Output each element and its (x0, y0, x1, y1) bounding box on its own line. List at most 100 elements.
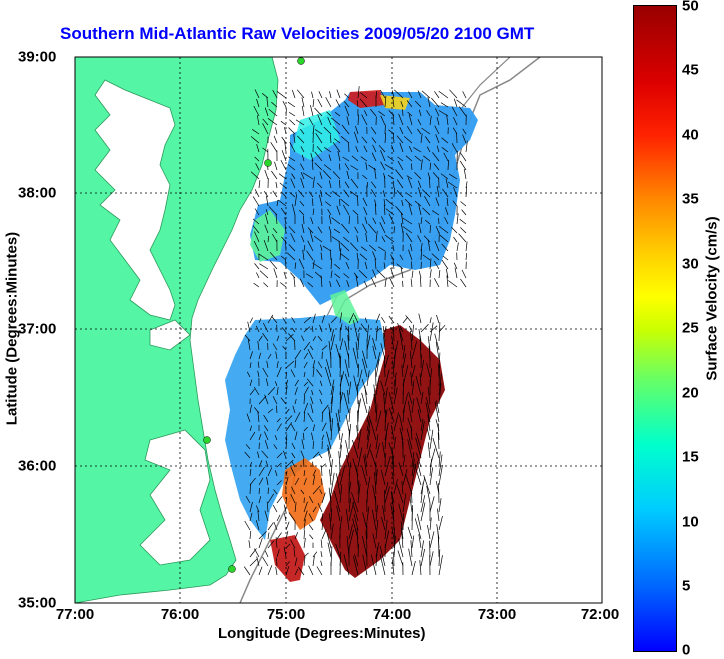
velocity-arrow (423, 155, 431, 162)
colorbar-tick: 0 (682, 641, 691, 659)
velocity-arrow (353, 314, 359, 324)
velocity-arrow (459, 160, 467, 171)
velocity-arrow (283, 546, 287, 558)
velocity-arrow (366, 443, 372, 459)
velocity-arrow (408, 114, 413, 126)
velocity-arrow (357, 410, 359, 432)
velocity-arrow (368, 223, 377, 234)
velocity-arrow (273, 489, 278, 495)
velocity-arrow (391, 455, 395, 477)
velocity-arrow (456, 213, 459, 225)
velocity-arrow (438, 90, 449, 99)
velocity-arrow (429, 467, 434, 486)
velocity-arrow (451, 226, 458, 234)
velocity-arrow (280, 120, 287, 126)
velocity-arrow (330, 385, 335, 405)
velocity-arrow (402, 217, 413, 225)
velocity-arrow (300, 146, 305, 153)
velocity-arrow (414, 100, 422, 108)
velocity-arrow (343, 101, 350, 108)
velocity-arrow (438, 454, 443, 477)
velocity-arrow (420, 249, 422, 261)
velocity-arrow (265, 460, 269, 468)
velocity-arrow (371, 152, 377, 162)
velocity-arrow (392, 258, 395, 270)
velocity-arrow (303, 510, 308, 522)
velocity-arrow (340, 136, 350, 144)
velocity-arrow (267, 532, 270, 540)
velocity-arrow (338, 163, 341, 171)
velocity-arrow (408, 145, 413, 153)
velocity-arrow (375, 375, 380, 396)
velocity-arrow (330, 334, 335, 351)
velocity-arrow (337, 409, 341, 423)
velocity-arrow (256, 98, 260, 108)
velocity-arrow (350, 165, 359, 171)
velocity-arrow (289, 119, 296, 126)
velocity-arrow (343, 392, 350, 414)
velocity-arrow (420, 159, 423, 171)
velocity-arrow (411, 452, 415, 468)
velocity-arrow (287, 101, 296, 108)
velocity-arrow (429, 258, 432, 270)
velocity-arrow (258, 496, 262, 504)
velocity-arrow (432, 172, 440, 180)
velocity-arrow (410, 540, 413, 558)
velocity-arrow (438, 464, 443, 486)
velocity-arrow (289, 141, 296, 153)
velocity-arrow (438, 352, 441, 369)
velocity-arrow (382, 190, 386, 198)
velocity-arrow (408, 91, 413, 99)
velocity-arrow (257, 370, 260, 378)
velocity-arrow (425, 397, 431, 414)
velocity-arrow (321, 492, 326, 504)
velocity-arrow (276, 452, 283, 459)
velocity-arrow (445, 268, 449, 279)
velocity-arrow (407, 126, 413, 135)
velocity-arrow (299, 200, 305, 207)
velocity-arrow (462, 134, 467, 144)
velocity-arrow (431, 253, 440, 261)
velocity-arrow (303, 371, 306, 378)
velocity-arrow (459, 152, 467, 162)
velocity-arrow (434, 401, 440, 423)
velocity-arrow (375, 504, 379, 522)
velocity-arrow (254, 189, 260, 198)
velocity-arrow (353, 514, 359, 531)
velocity-arrow (370, 277, 377, 288)
velocity-arrow (453, 116, 458, 126)
velocity-field-north-cyan (292, 110, 340, 160)
velocity-arrow (284, 224, 287, 234)
velocity-arrow (351, 155, 359, 162)
velocity-arrow (357, 326, 361, 333)
velocity-arrow (345, 508, 350, 531)
velocity-arrow (344, 163, 350, 171)
velocity-arrow (337, 150, 341, 162)
velocity-arrow (298, 189, 305, 198)
velocity-arrow (359, 253, 368, 261)
velocity-arrow (329, 91, 332, 99)
velocity-arrow (438, 538, 440, 558)
velocity-arrow (257, 411, 260, 423)
velocity-arrow (308, 191, 314, 198)
velocity-arrow (339, 433, 343, 450)
velocity-arrow (300, 177, 305, 189)
velocity-arrow (269, 260, 278, 270)
velocity-arrow (372, 269, 377, 279)
velocity-arrow (405, 315, 413, 324)
velocity-arrow (393, 527, 395, 549)
velocity-arrow (330, 329, 334, 342)
velocity-arrow (414, 155, 422, 162)
velocity-arrow (414, 518, 422, 540)
velocity-arrow (348, 408, 351, 423)
velocity-arrow (392, 472, 395, 486)
velocity-arrow (458, 233, 467, 243)
velocity-arrow (339, 465, 346, 486)
sound (139, 429, 211, 566)
velocity-arrow (438, 498, 442, 513)
velocity-arrow (364, 317, 368, 324)
velocity-arrow (344, 359, 350, 378)
velocity-arrow (418, 109, 422, 117)
velocity-arrow (274, 161, 278, 171)
velocity-arrow (363, 280, 368, 288)
